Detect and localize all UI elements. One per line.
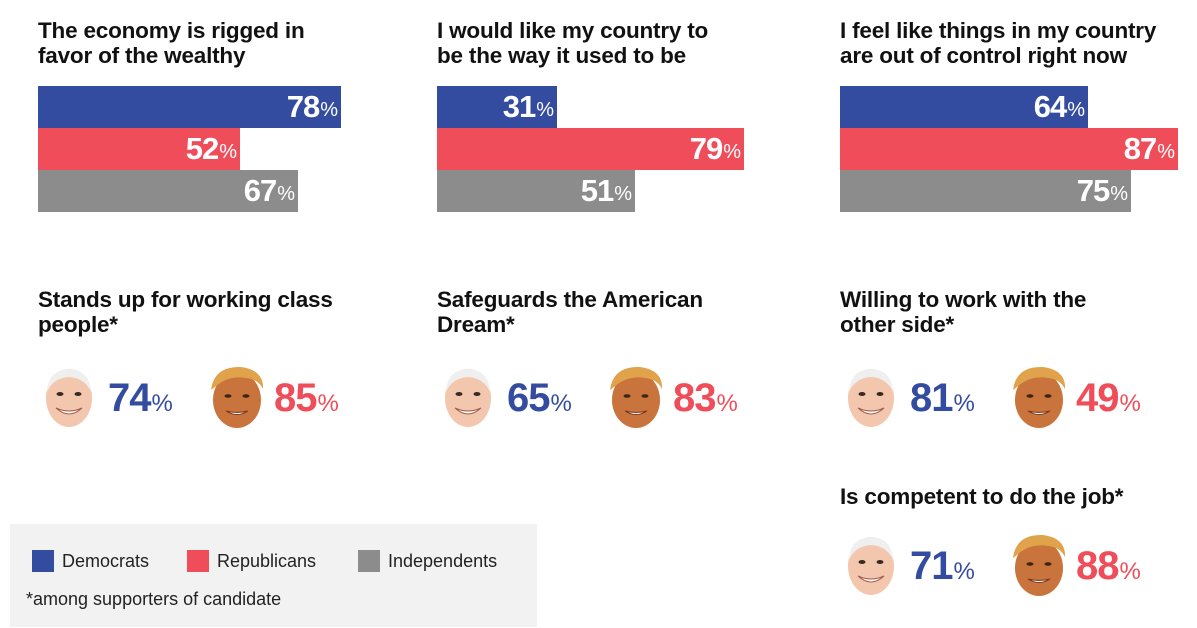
percent-sign: % bbox=[151, 390, 173, 417]
value-number: 49 bbox=[1076, 376, 1119, 420]
candidate-2-face-icon bbox=[610, 366, 663, 428]
candidate-2-face-icon bbox=[1013, 366, 1066, 428]
candidate-2-value: 49% bbox=[1076, 376, 1141, 421]
bar-republicans: 52% bbox=[38, 128, 240, 170]
candidate-2-value: 88% bbox=[1076, 544, 1141, 589]
legend-label-independents: Independents bbox=[388, 550, 498, 571]
value-number: 71 bbox=[910, 544, 953, 588]
value-number: 85 bbox=[274, 376, 317, 420]
bar-value-label: 64 bbox=[1033, 89, 1067, 124]
value-number: 81 bbox=[910, 376, 953, 420]
percent-sign: % bbox=[1110, 182, 1128, 205]
candidate-2-value: 85% bbox=[274, 376, 339, 421]
bar-independents: 67% bbox=[38, 170, 298, 212]
percent-sign: % bbox=[550, 390, 572, 417]
candidate-2-value: 83% bbox=[673, 376, 738, 421]
bar-democrats: 78% bbox=[38, 86, 341, 128]
bar-value-label: 87 bbox=[1123, 131, 1157, 166]
percent-sign: % bbox=[219, 140, 237, 163]
legend-item-democrats: Democrats bbox=[32, 550, 149, 572]
legend-swatch-democrats bbox=[32, 550, 54, 572]
legend-item-independents: Independents bbox=[358, 550, 497, 572]
bar-independents: 51% bbox=[437, 170, 635, 212]
candidate-1-face-icon bbox=[848, 369, 894, 427]
legend-item-republicans: Republicans bbox=[187, 550, 316, 572]
question-title-working-class: Stands up for working class people* bbox=[38, 287, 333, 337]
bar-value-label: 79 bbox=[689, 131, 723, 166]
bar-value-label: 75 bbox=[1076, 173, 1110, 208]
bar-democrats: 64% bbox=[840, 86, 1088, 128]
candidate-1-face-icon bbox=[46, 369, 92, 427]
candidate-1-value: 65% bbox=[507, 376, 572, 421]
percent-sign: % bbox=[614, 182, 632, 205]
candidate-1-value: 74% bbox=[108, 376, 173, 421]
bar-value-label: 78 bbox=[286, 89, 320, 124]
percent-sign: % bbox=[1067, 98, 1085, 121]
chart-title-economy-rigged: The economy is rigged in favor of the we… bbox=[38, 18, 305, 68]
bar-value-label: 51 bbox=[580, 173, 614, 208]
bar-democrats: 31% bbox=[437, 86, 557, 128]
legend-swatch-republicans bbox=[187, 550, 209, 572]
bar-value-label: 52 bbox=[185, 131, 219, 166]
legend-label-democrats: Democrats bbox=[62, 550, 150, 571]
candidate-1-face-icon bbox=[445, 369, 491, 427]
percent-sign: % bbox=[953, 390, 975, 417]
chart-title-country-used-to-be: I would like my country to be the way it… bbox=[437, 18, 709, 68]
value-number: 83 bbox=[673, 376, 716, 420]
bar-republicans: 87% bbox=[840, 128, 1178, 170]
value-number: 65 bbox=[507, 376, 550, 420]
bar-chart-country-used-to-be: 31% 79% 51% bbox=[437, 86, 787, 212]
percent-sign: % bbox=[1119, 390, 1141, 417]
candidate-2-face-icon bbox=[1013, 534, 1066, 596]
chart-title-out-of-control: I feel like things in my country are out… bbox=[840, 18, 1157, 68]
value-number: 74 bbox=[108, 376, 151, 420]
percent-sign: % bbox=[716, 390, 738, 417]
candidate-1-value: 71% bbox=[910, 544, 975, 589]
value-number: 88 bbox=[1076, 544, 1119, 588]
question-title-work-with-other-side: Willing to work with the other side* bbox=[840, 287, 1087, 337]
legend-note: *among supporters of candidate bbox=[26, 589, 282, 609]
percent-sign: % bbox=[317, 390, 339, 417]
percent-sign: % bbox=[277, 182, 295, 205]
bar-value-label: 67 bbox=[243, 173, 277, 208]
candidate-1-face-icon bbox=[848, 537, 894, 595]
bar-chart-out-of-control: 64% 87% 75% bbox=[840, 86, 1190, 212]
bar-chart-economy-rigged: 78% 52% 67% bbox=[38, 86, 388, 212]
legend-label-republicans: Republicans bbox=[217, 550, 317, 571]
percent-sign: % bbox=[1157, 140, 1175, 163]
percent-sign: % bbox=[536, 98, 554, 121]
percent-sign: % bbox=[320, 98, 338, 121]
bar-value-label: 31 bbox=[502, 89, 536, 124]
percent-sign: % bbox=[723, 140, 741, 163]
percent-sign: % bbox=[953, 558, 975, 585]
bar-independents: 75% bbox=[840, 170, 1131, 212]
candidate-2-face-icon bbox=[211, 366, 264, 428]
question-title-american-dream: Safeguards the American Dream* bbox=[437, 287, 703, 337]
bar-republicans: 79% bbox=[437, 128, 744, 170]
percent-sign: % bbox=[1119, 558, 1141, 585]
legend: Democrats Republicans Independents *amon… bbox=[10, 524, 537, 627]
candidate-1-value: 81% bbox=[910, 376, 975, 421]
question-title-competent: Is competent to do the job* bbox=[840, 484, 1124, 509]
legend-swatch-independents bbox=[358, 550, 380, 572]
